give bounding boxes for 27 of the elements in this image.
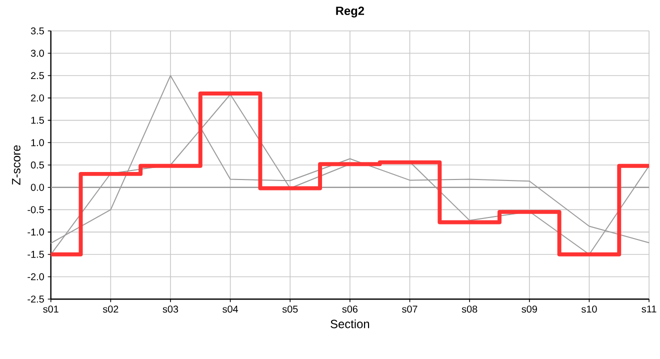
y-tick-label: -2.5 (28, 296, 44, 303)
y-tick-label: 3.5 (30, 27, 44, 34)
x-tick-label: s06 (342, 306, 358, 313)
y-tick-label: 0.0 (30, 184, 44, 191)
y-tick-label: 2.5 (31, 72, 44, 80)
x-tick-label: s02 (102, 306, 118, 313)
x-tick-label: s10 (582, 306, 597, 313)
y-tick-label: 3.0 (30, 50, 44, 57)
y-tick-label: -0.5 (28, 206, 44, 214)
y-tick-label: 2.0 (31, 94, 44, 102)
x-tick-label: s07 (402, 306, 418, 313)
x-tick-label: s11 (642, 306, 656, 313)
y-tick-label: -1.5 (28, 250, 44, 258)
x-tick-label: s04 (222, 306, 238, 313)
y-tick-label: -2.0 (28, 273, 44, 280)
y-tick-label: -1.0 (28, 228, 44, 236)
y-axis-title: Z-score (12, 145, 20, 185)
x-tick-label: s05 (282, 306, 298, 313)
x-tick-label: s08 (462, 306, 478, 313)
x-tick-label: s09 (522, 306, 537, 313)
y-tick-label: 0.5 (30, 162, 44, 169)
x-axis-title: Section (330, 319, 370, 328)
x-tick-label: s01 (43, 306, 58, 313)
chart-title: Reg2 (336, 6, 364, 18)
x-tick-label: s03 (162, 306, 178, 313)
y-tick-label: 1.0 (31, 139, 44, 146)
y-tick-label: 1.5 (31, 116, 44, 124)
